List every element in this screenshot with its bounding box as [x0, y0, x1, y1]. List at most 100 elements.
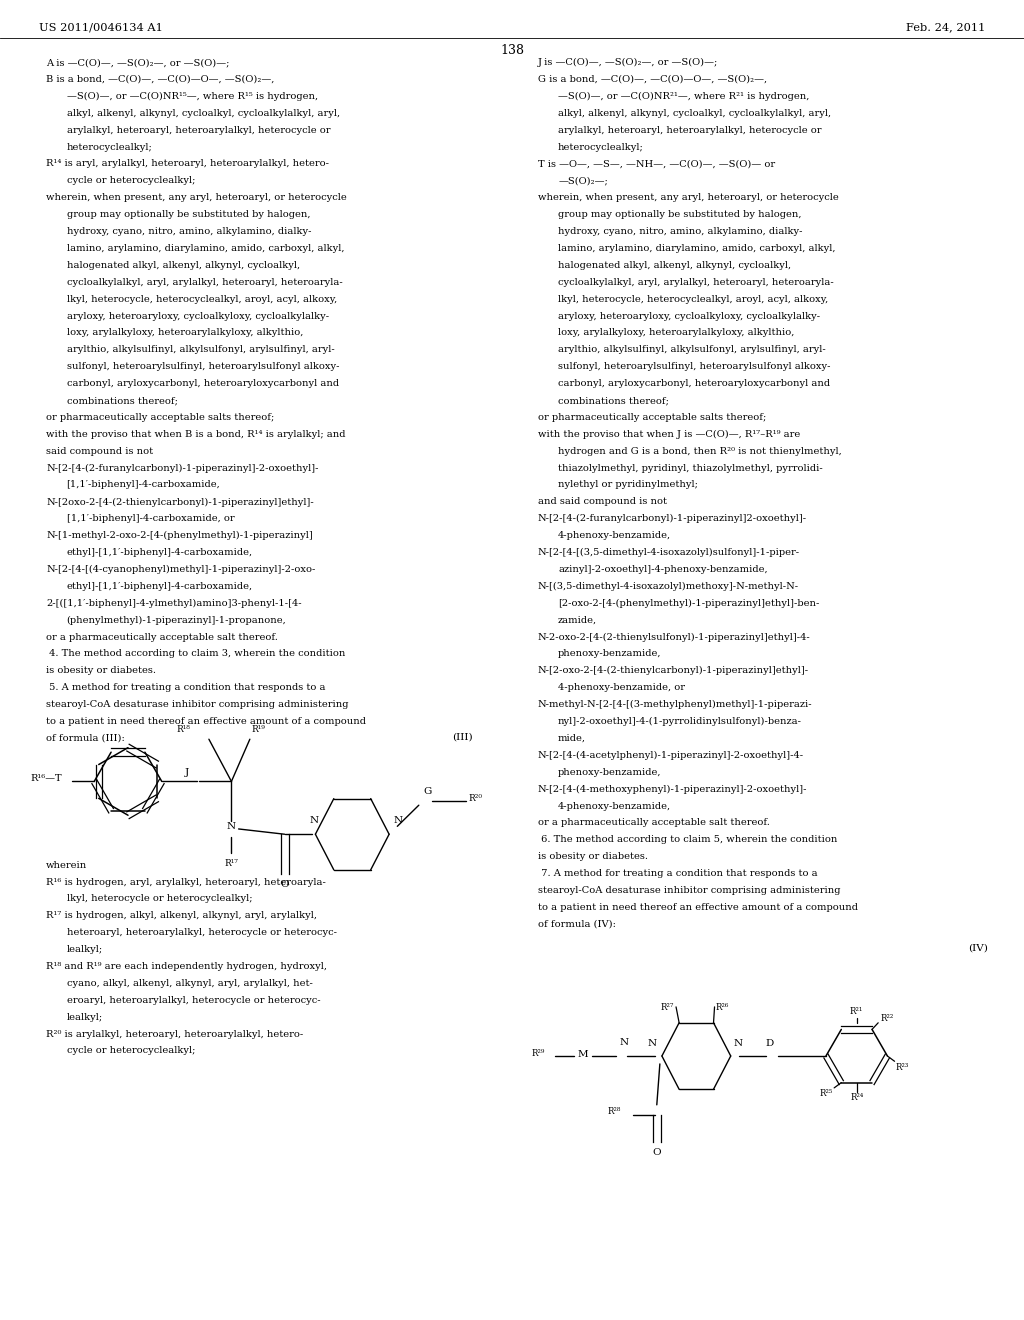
Text: ethyl]-[1,1′-biphenyl]-4-carboxamide,: ethyl]-[1,1′-biphenyl]-4-carboxamide, [67, 548, 253, 557]
Text: N: N [620, 1038, 629, 1047]
Text: R¹⁸: R¹⁸ [176, 725, 190, 734]
Text: lealkyl;: lealkyl; [67, 1012, 102, 1022]
Text: N-[(3,5-dimethyl-4-isoxazolyl)methoxy]-N-methyl-N-: N-[(3,5-dimethyl-4-isoxazolyl)methoxy]-N… [538, 582, 799, 591]
Text: arylalkyl, heteroaryl, heteroarylalkyl, heterocycle or: arylalkyl, heteroaryl, heteroarylalkyl, … [67, 125, 330, 135]
Text: N-methyl-N-[2-[4-[(3-methylphenyl)methyl]-1-piperazi-: N-methyl-N-[2-[4-[(3-methylphenyl)methyl… [538, 700, 812, 709]
Text: R²¹: R²¹ [850, 1007, 863, 1016]
Text: 7. A method for treating a condition that responds to a: 7. A method for treating a condition tha… [538, 869, 817, 878]
Text: [1,1′-biphenyl]-4-carboxamide, or: [1,1′-biphenyl]-4-carboxamide, or [67, 515, 234, 523]
Text: cycle or heterocyclealkyl;: cycle or heterocyclealkyl; [67, 177, 195, 185]
Text: O: O [281, 880, 289, 890]
Text: nyl]-2-oxoethyl]-4-(1-pyrrolidinylsulfonyl)-benza-: nyl]-2-oxoethyl]-4-(1-pyrrolidinylsulfon… [558, 717, 802, 726]
Text: N: N [393, 816, 402, 825]
Text: phenoxy-benzamide,: phenoxy-benzamide, [558, 649, 662, 659]
Text: cycloalkylalkyl, aryl, arylalkyl, heteroaryl, heteroaryla-: cycloalkylalkyl, aryl, arylalkyl, hetero… [558, 277, 834, 286]
Text: ethyl]-[1,1′-biphenyl]-4-carboxamide,: ethyl]-[1,1′-biphenyl]-4-carboxamide, [67, 582, 253, 591]
Text: R²⁸: R²⁸ [607, 1107, 621, 1115]
Text: aryloxy, heteroaryloxy, cycloalkyloxy, cycloalkylalky-: aryloxy, heteroaryloxy, cycloalkyloxy, c… [558, 312, 820, 321]
Text: R²⁷: R²⁷ [660, 1003, 674, 1012]
Text: group may optionally be substituted by halogen,: group may optionally be substituted by h… [558, 210, 802, 219]
Text: aryloxy, heteroaryloxy, cycloalkyloxy, cycloalkylalky-: aryloxy, heteroaryloxy, cycloalkyloxy, c… [67, 312, 329, 321]
Text: carbonyl, aryloxycarbonyl, heteroaryloxycarbonyl and: carbonyl, aryloxycarbonyl, heteroaryloxy… [67, 379, 339, 388]
Text: with the proviso that when B is a bond, R¹⁴ is arylalkyl; and: with the proviso that when B is a bond, … [46, 430, 345, 438]
Text: wherein: wherein [46, 861, 87, 870]
Text: R¹⁹: R¹⁹ [252, 725, 266, 734]
Text: of formula (IV):: of formula (IV): [538, 920, 615, 929]
Text: halogenated alkyl, alkenyl, alkynyl, cycloalkyl,: halogenated alkyl, alkenyl, alkynyl, cyc… [558, 261, 792, 269]
Text: heteroaryl, heteroarylalkyl, heterocycle or heterocyc-: heteroaryl, heteroarylalkyl, heterocycle… [67, 928, 337, 937]
Text: R²⁶: R²⁶ [716, 1003, 729, 1012]
Text: azinyl]-2-oxoethyl]-4-phenoxy-benzamide,: azinyl]-2-oxoethyl]-4-phenoxy-benzamide, [558, 565, 768, 574]
Text: R¹⁸ and R¹⁹ are each independently hydrogen, hydroxyl,: R¹⁸ and R¹⁹ are each independently hydro… [46, 962, 327, 972]
Text: hydroxy, cyano, nitro, amino, alkylamino, dialky-: hydroxy, cyano, nitro, amino, alkylamino… [558, 227, 803, 236]
Text: lkyl, heterocycle, heterocyclealkyl, aroyl, acyl, alkoxy,: lkyl, heterocycle, heterocyclealkyl, aro… [558, 294, 828, 304]
Text: cycle or heterocyclealkyl;: cycle or heterocyclealkyl; [67, 1047, 195, 1056]
Text: R¹⁶ is hydrogen, aryl, arylalkyl, heteroaryl, heteroaryla-: R¹⁶ is hydrogen, aryl, arylalkyl, hetero… [46, 878, 326, 887]
Text: N: N [734, 1039, 743, 1048]
Text: hydrogen and G is a bond, then R²⁰ is not thienylmethyl,: hydrogen and G is a bond, then R²⁰ is no… [558, 446, 842, 455]
Text: 138: 138 [500, 44, 524, 57]
Text: and said compound is not: and said compound is not [538, 498, 667, 507]
Text: combinations thereof;: combinations thereof; [67, 396, 177, 405]
Text: G: G [423, 787, 431, 796]
Text: or pharmaceutically acceptable salts thereof;: or pharmaceutically acceptable salts the… [538, 413, 766, 422]
Text: (III): (III) [453, 733, 473, 742]
Text: carbonyl, aryloxycarbonyl, heteroaryloxycarbonyl and: carbonyl, aryloxycarbonyl, heteroaryloxy… [558, 379, 830, 388]
Text: M: M [578, 1051, 589, 1059]
Text: with the proviso that when J is —C(O)—, R¹⁷–R¹⁹ are: with the proviso that when J is —C(O)—, … [538, 430, 800, 440]
Text: wherein, when present, any aryl, heteroaryl, or heterocycle: wherein, when present, any aryl, heteroa… [46, 193, 347, 202]
Text: O: O [652, 1148, 662, 1158]
Text: lamino, arylamino, diarylamino, amido, carboxyl, alkyl,: lamino, arylamino, diarylamino, amido, c… [67, 244, 344, 253]
Text: of formula (III):: of formula (III): [46, 734, 125, 743]
Text: N-[2-[4-(4-acetylphenyl)-1-piperazinyl]-2-oxoethyl]-4-: N-[2-[4-(4-acetylphenyl)-1-piperazinyl]-… [538, 751, 804, 760]
Text: loxy, arylalkyloxy, heteroarylalkyloxy, alkylthio,: loxy, arylalkyloxy, heteroarylalkyloxy, … [558, 329, 795, 338]
Text: or a pharmaceutically acceptable salt thereof.: or a pharmaceutically acceptable salt th… [538, 818, 769, 828]
Text: —S(O)—, or —C(O)NR¹⁵—, where R¹⁵ is hydrogen,: —S(O)—, or —C(O)NR¹⁵—, where R¹⁵ is hydr… [67, 92, 317, 102]
Text: alkyl, alkenyl, alkynyl, cycloalkyl, cycloalkylalkyl, aryl,: alkyl, alkenyl, alkynyl, cycloalkyl, cyc… [67, 108, 340, 117]
Text: arylthio, alkylsulfinyl, alkylsulfonyl, arylsulfinyl, aryl-: arylthio, alkylsulfinyl, alkylsulfonyl, … [558, 346, 825, 354]
Text: phenoxy-benzamide,: phenoxy-benzamide, [558, 768, 662, 776]
Text: 4-phenoxy-benzamide,: 4-phenoxy-benzamide, [558, 531, 671, 540]
Text: N-2-oxo-2-[4-(2-thienylsulfonyl)-1-piperazinyl]ethyl]-4-: N-2-oxo-2-[4-(2-thienylsulfonyl)-1-piper… [538, 632, 810, 642]
Text: N-[2oxo-2-[4-(2-thienylcarbonyl)-1-piperazinyl]ethyl]-: N-[2oxo-2-[4-(2-thienylcarbonyl)-1-piper… [46, 498, 313, 507]
Text: N-[2-[4-[(3,5-dimethyl-4-isoxazolyl)sulfonyl]-1-piper-: N-[2-[4-[(3,5-dimethyl-4-isoxazolyl)sulf… [538, 548, 800, 557]
Text: lkyl, heterocycle or heterocyclealkyl;: lkyl, heterocycle or heterocyclealkyl; [67, 895, 252, 903]
Text: N: N [310, 816, 318, 825]
Text: halogenated alkyl, alkenyl, alkynyl, cycloalkyl,: halogenated alkyl, alkenyl, alkynyl, cyc… [67, 261, 300, 269]
Text: T is —O—, —S—, —NH—, —C(O)—, —S(O)— or: T is —O—, —S—, —NH—, —C(O)—, —S(O)— or [538, 160, 775, 169]
Text: heterocyclealkyl;: heterocyclealkyl; [67, 143, 153, 152]
Text: D: D [766, 1039, 774, 1048]
Text: R²⁵: R²⁵ [820, 1089, 834, 1098]
Text: wherein, when present, any aryl, heteroaryl, or heterocycle: wherein, when present, any aryl, heteroa… [538, 193, 839, 202]
Text: [2-oxo-2-[4-(phenylmethyl)-1-piperazinyl]ethyl]-ben-: [2-oxo-2-[4-(phenylmethyl)-1-piperazinyl… [558, 599, 819, 609]
Text: cyano, alkyl, alkenyl, alkynyl, aryl, arylalkyl, het-: cyano, alkyl, alkenyl, alkynyl, aryl, ar… [67, 979, 312, 987]
Text: R²⁴: R²⁴ [850, 1093, 863, 1102]
Text: —S(O)₂—;: —S(O)₂—; [558, 177, 608, 185]
Text: R²⁰: R²⁰ [468, 795, 482, 803]
Text: R¹⁷: R¹⁷ [224, 859, 239, 869]
Text: thiazolylmethyl, pyridinyl, thiazolylmethyl, pyrrolidi-: thiazolylmethyl, pyridinyl, thiazolylmet… [558, 463, 823, 473]
Text: (phenylmethyl)-1-piperazinyl]-1-propanone,: (phenylmethyl)-1-piperazinyl]-1-propanon… [67, 615, 287, 624]
Text: cycloalkylalkyl, aryl, arylalkyl, heteroaryl, heteroaryla-: cycloalkylalkyl, aryl, arylalkyl, hetero… [67, 277, 342, 286]
Text: —S(O)—, or —C(O)NR²¹—, where R²¹ is hydrogen,: —S(O)—, or —C(O)NR²¹—, where R²¹ is hydr… [558, 92, 809, 102]
Text: nylethyl or pyridinylmethyl;: nylethyl or pyridinylmethyl; [558, 480, 698, 490]
Text: to a patient in need thereof an effective amount of a compound: to a patient in need thereof an effectiv… [46, 717, 367, 726]
Text: N: N [227, 822, 236, 832]
Text: alkyl, alkenyl, alkynyl, cycloalkyl, cycloalkylalkyl, aryl,: alkyl, alkenyl, alkynyl, cycloalkyl, cyc… [558, 108, 831, 117]
Text: A is —C(O)—, —S(O)₂—, or —S(O)—;: A is —C(O)—, —S(O)₂—, or —S(O)—; [46, 58, 229, 67]
Text: N: N [647, 1039, 656, 1048]
Text: arylalkyl, heteroaryl, heteroarylalkyl, heterocycle or: arylalkyl, heteroaryl, heteroarylalkyl, … [558, 125, 821, 135]
Text: lkyl, heterocycle, heterocyclealkyl, aroyl, acyl, alkoxy,: lkyl, heterocycle, heterocyclealkyl, aro… [67, 294, 337, 304]
Text: R¹⁴ is aryl, arylalkyl, heteroaryl, heteroarylalkyl, hetero-: R¹⁴ is aryl, arylalkyl, heteroaryl, hete… [46, 160, 329, 169]
Text: 6. The method according to claim 5, wherein the condition: 6. The method according to claim 5, wher… [538, 836, 837, 845]
Text: R¹⁷ is hydrogen, alkyl, alkenyl, alkynyl, aryl, arylalkyl,: R¹⁷ is hydrogen, alkyl, alkenyl, alkynyl… [46, 911, 317, 920]
Text: hydroxy, cyano, nitro, amino, alkylamino, dialky-: hydroxy, cyano, nitro, amino, alkylamino… [67, 227, 311, 236]
Text: J: J [185, 768, 189, 777]
Text: G is a bond, —C(O)—, —C(O)—O—, —S(O)₂—,: G is a bond, —C(O)—, —C(O)—O—, —S(O)₂—, [538, 75, 767, 84]
Text: or pharmaceutically acceptable salts thereof;: or pharmaceutically acceptable salts the… [46, 413, 274, 422]
Text: arylthio, alkylsulfinyl, alkylsulfonyl, arylsulfinyl, aryl-: arylthio, alkylsulfinyl, alkylsulfonyl, … [67, 346, 334, 354]
Text: US 2011/0046134 A1: US 2011/0046134 A1 [39, 22, 163, 33]
Text: N-[1-methyl-2-oxo-2-[4-(phenylmethyl)-1-piperazinyl]: N-[1-methyl-2-oxo-2-[4-(phenylmethyl)-1-… [46, 531, 312, 540]
Text: is obesity or diabetes.: is obesity or diabetes. [46, 667, 156, 676]
Text: zamide,: zamide, [558, 615, 597, 624]
